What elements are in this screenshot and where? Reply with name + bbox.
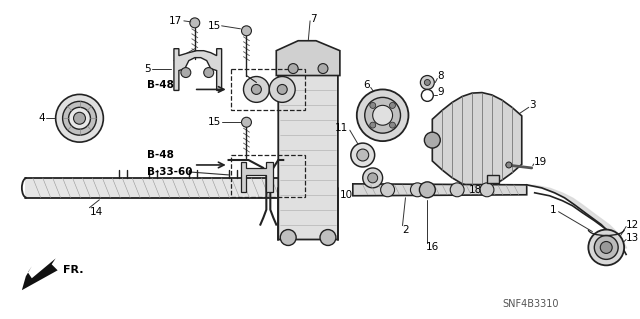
Polygon shape [22, 258, 58, 290]
Circle shape [318, 63, 328, 74]
Text: 3: 3 [529, 100, 535, 110]
Text: 19: 19 [534, 157, 547, 167]
Circle shape [243, 77, 269, 102]
Text: 15: 15 [207, 21, 221, 31]
Circle shape [241, 117, 252, 127]
Circle shape [356, 89, 408, 141]
Circle shape [252, 85, 261, 94]
Polygon shape [487, 175, 499, 183]
Text: 1: 1 [550, 205, 557, 215]
Polygon shape [25, 178, 284, 198]
Bar [230, 155, 305, 197]
Circle shape [420, 76, 435, 89]
Circle shape [600, 241, 612, 253]
Text: 8: 8 [437, 70, 444, 80]
Text: 16: 16 [426, 242, 438, 252]
Circle shape [595, 235, 618, 259]
Text: 18: 18 [468, 185, 482, 195]
Circle shape [480, 183, 494, 197]
Circle shape [381, 183, 394, 197]
Text: B-48: B-48 [147, 80, 174, 91]
Circle shape [63, 101, 97, 135]
Circle shape [390, 122, 396, 128]
Circle shape [365, 97, 401, 133]
Text: FR.: FR. [63, 265, 83, 275]
Text: 5: 5 [145, 63, 151, 74]
Text: 13: 13 [626, 233, 639, 242]
Text: 10: 10 [340, 190, 353, 200]
Circle shape [410, 183, 424, 197]
Polygon shape [353, 184, 527, 196]
Circle shape [68, 107, 90, 129]
Text: 9: 9 [437, 87, 444, 97]
Polygon shape [276, 41, 340, 76]
Text: SNF4B3310: SNF4B3310 [502, 299, 558, 309]
Text: 14: 14 [90, 207, 102, 217]
Circle shape [269, 77, 295, 102]
Text: 12: 12 [626, 219, 639, 230]
Text: 15: 15 [207, 117, 221, 127]
Circle shape [390, 102, 396, 108]
Polygon shape [174, 49, 221, 90]
Text: B-33-60: B-33-60 [147, 167, 193, 177]
Circle shape [368, 173, 378, 183]
Polygon shape [432, 93, 522, 188]
Circle shape [506, 162, 512, 168]
Text: 7: 7 [310, 14, 317, 24]
Circle shape [372, 105, 392, 125]
Circle shape [419, 182, 435, 198]
Circle shape [288, 63, 298, 74]
Circle shape [241, 26, 252, 36]
Circle shape [351, 143, 374, 167]
Circle shape [588, 230, 624, 265]
Circle shape [424, 79, 430, 85]
Circle shape [363, 168, 383, 188]
Circle shape [370, 122, 376, 128]
Text: 6: 6 [363, 80, 370, 91]
Circle shape [56, 94, 103, 142]
Circle shape [181, 68, 191, 78]
Text: 11: 11 [335, 123, 348, 133]
Circle shape [190, 18, 200, 28]
Circle shape [277, 85, 287, 94]
Text: 4: 4 [38, 113, 45, 123]
Circle shape [280, 230, 296, 245]
Polygon shape [241, 162, 273, 192]
Circle shape [204, 68, 214, 78]
Circle shape [450, 183, 464, 197]
Text: 17: 17 [168, 16, 182, 26]
Polygon shape [278, 51, 338, 240]
Text: 2: 2 [403, 225, 409, 234]
Circle shape [370, 102, 376, 108]
Bar [230, 69, 305, 110]
Circle shape [74, 112, 86, 124]
Text: B-48: B-48 [147, 150, 174, 160]
Circle shape [424, 132, 440, 148]
Circle shape [356, 149, 369, 161]
Circle shape [320, 230, 336, 245]
